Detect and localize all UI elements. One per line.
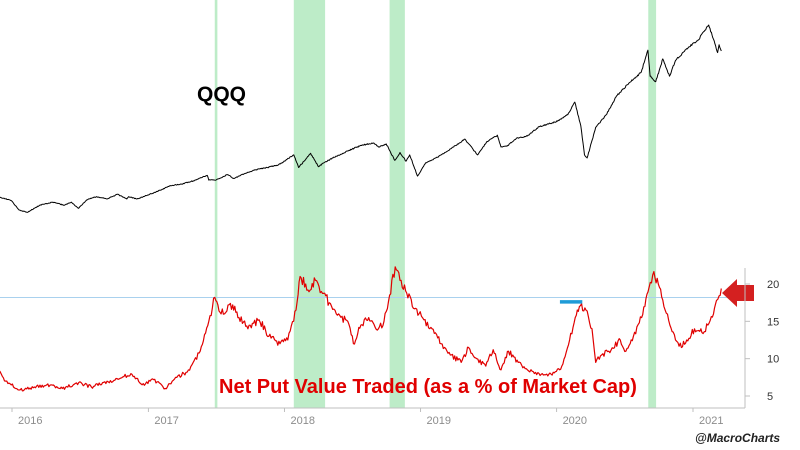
- x-tick-label: 2020: [563, 415, 587, 427]
- highlight-band: [648, 0, 657, 408]
- x-tick-label: 2018: [290, 415, 314, 427]
- highlight-bands: [214, 0, 657, 408]
- highlight-band: [389, 0, 405, 408]
- qqq-label: QQQ: [197, 83, 246, 106]
- qqq-series: [0, 24, 722, 213]
- x-axis-ticks: 2016 2017 2018 2019 2020 2021: [11, 408, 723, 427]
- y-axis-ticks: 5 10 15 20: [745, 279, 779, 403]
- y-tick-label: 20: [767, 279, 779, 291]
- y-tick-label: 5: [767, 391, 773, 403]
- credit-label: @MacroCharts: [695, 431, 780, 445]
- x-tick-label: 2021: [699, 415, 723, 427]
- highlight-band: [293, 0, 326, 408]
- put-series: [0, 266, 722, 392]
- qqq-line: [0, 24, 722, 213]
- x-tick-label: 2016: [18, 415, 42, 427]
- y-tick-label: 15: [767, 316, 779, 328]
- x-tick-label: 2017: [154, 415, 178, 427]
- put-value-line: [0, 266, 722, 392]
- indicator-label: Net Put Value Traded (as a % of Market C…: [219, 376, 637, 398]
- arrow-left-icon: [722, 279, 754, 307]
- y-tick-label: 10: [767, 354, 779, 366]
- arrow-shape: [722, 279, 754, 307]
- x-tick-label: 2019: [427, 415, 451, 427]
- highlight-band: [214, 0, 218, 408]
